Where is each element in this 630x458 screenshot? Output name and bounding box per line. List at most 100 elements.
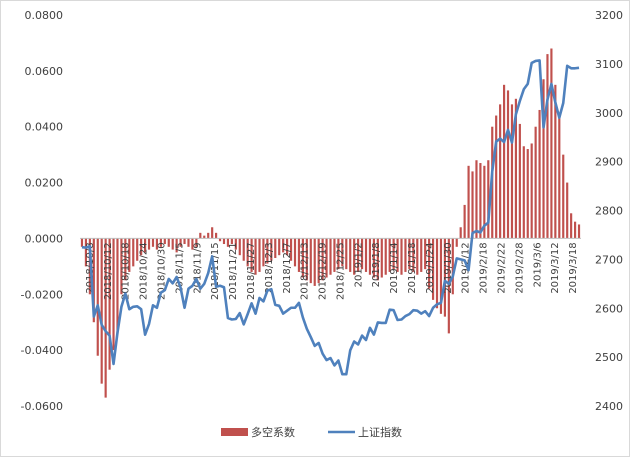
right-tick-label: 2800 [595, 205, 623, 218]
bar [526, 149, 529, 239]
bar [305, 238, 308, 281]
bar [132, 238, 135, 267]
bar [207, 232, 210, 239]
bar [242, 238, 245, 261]
bar [357, 238, 360, 272]
x-tick-label: 2018/11/21 [228, 242, 239, 300]
bar [562, 154, 565, 239]
bar [329, 238, 332, 275]
bar [345, 238, 348, 270]
legend-line-label: 上证指数 [358, 425, 402, 439]
bar [471, 171, 474, 239]
right-axis: 2400 2500 2600 2700 2800 2900 3000 3100 3200 [595, 9, 623, 413]
bar [140, 238, 143, 256]
bar [254, 238, 257, 275]
bar [100, 238, 103, 384]
legend: 多空系数 上证指数 [221, 425, 402, 439]
bar [467, 165, 470, 239]
bar [522, 146, 525, 239]
bar [479, 163, 482, 239]
bar [183, 238, 186, 245]
bar [120, 238, 123, 295]
right-tick-label: 2700 [595, 253, 623, 266]
bar [136, 238, 139, 261]
bar [270, 238, 273, 261]
bar [459, 227, 462, 239]
right-tick-label: 2600 [595, 302, 623, 315]
x-tick-label: 2019/2/12 [461, 242, 472, 293]
x-tick-label: 2018/11/27 [246, 242, 257, 300]
bar [124, 238, 127, 281]
x-tick-label: 2018/12/19 [318, 242, 329, 300]
bar [147, 238, 151, 250]
left-tick-label: -0.0200 [21, 288, 63, 301]
x-tick-label: 2018/10/30 [157, 242, 168, 300]
bar [574, 221, 577, 239]
bar [443, 238, 446, 317]
bar [297, 238, 301, 272]
bar [380, 238, 383, 278]
right-tick-label: 3000 [595, 107, 623, 120]
bar [159, 238, 162, 247]
right-tick-label: 3200 [595, 9, 623, 22]
bar [400, 238, 403, 275]
bar [151, 238, 155, 247]
bar [187, 238, 190, 247]
bar [518, 123, 521, 239]
bar [428, 238, 431, 289]
bar [222, 238, 226, 245]
bar [396, 238, 399, 272]
bar [502, 84, 506, 239]
bar [250, 238, 253, 272]
x-tick-label: 2019/1/24 [425, 242, 436, 293]
bar [282, 238, 285, 253]
left-axis: -0.0600 -0.0400 -0.0200 0.0000 0.0200 0.0400 0… [21, 9, 63, 413]
left-tick-label: 0.0400 [25, 121, 64, 134]
bar [293, 238, 297, 267]
bar [230, 238, 233, 245]
bar [226, 238, 230, 247]
bar [301, 238, 304, 278]
bar [175, 238, 178, 253]
bar [514, 98, 517, 239]
bar [451, 238, 454, 295]
bar [274, 238, 277, 258]
bar [128, 238, 131, 272]
bar [463, 204, 466, 239]
bar [278, 238, 281, 256]
bar [349, 238, 352, 272]
bar [195, 238, 198, 247]
bar [542, 79, 545, 239]
left-tick-label: 0.0200 [25, 177, 64, 190]
bar [404, 238, 407, 272]
bar [341, 238, 344, 267]
bar [510, 104, 514, 239]
bar [108, 238, 111, 370]
bar [337, 238, 340, 270]
bar [211, 227, 214, 239]
bar [167, 238, 170, 247]
x-tick-label: 2019/3/18 [568, 242, 579, 293]
bar [487, 160, 490, 239]
bar [286, 238, 289, 256]
left-tick-label: -0.0600 [21, 400, 63, 413]
right-tick-label: 2500 [595, 351, 623, 364]
line-series-path [81, 59, 580, 376]
bar [420, 238, 423, 272]
bar [215, 232, 218, 239]
bar [218, 238, 222, 242]
bar [546, 54, 549, 239]
x-tick-label: 2018/12/3 [264, 242, 275, 293]
x-tick-label: 2019/1/18 [407, 242, 418, 293]
bar [262, 238, 265, 267]
bar [191, 238, 194, 250]
bar [112, 238, 115, 351]
bar [372, 238, 375, 278]
bar [179, 238, 182, 247]
bar [313, 238, 316, 286]
bar [416, 238, 419, 275]
bar [309, 238, 312, 284]
x-tick-label: 2019/2/22 [497, 242, 508, 293]
bar [325, 238, 328, 278]
